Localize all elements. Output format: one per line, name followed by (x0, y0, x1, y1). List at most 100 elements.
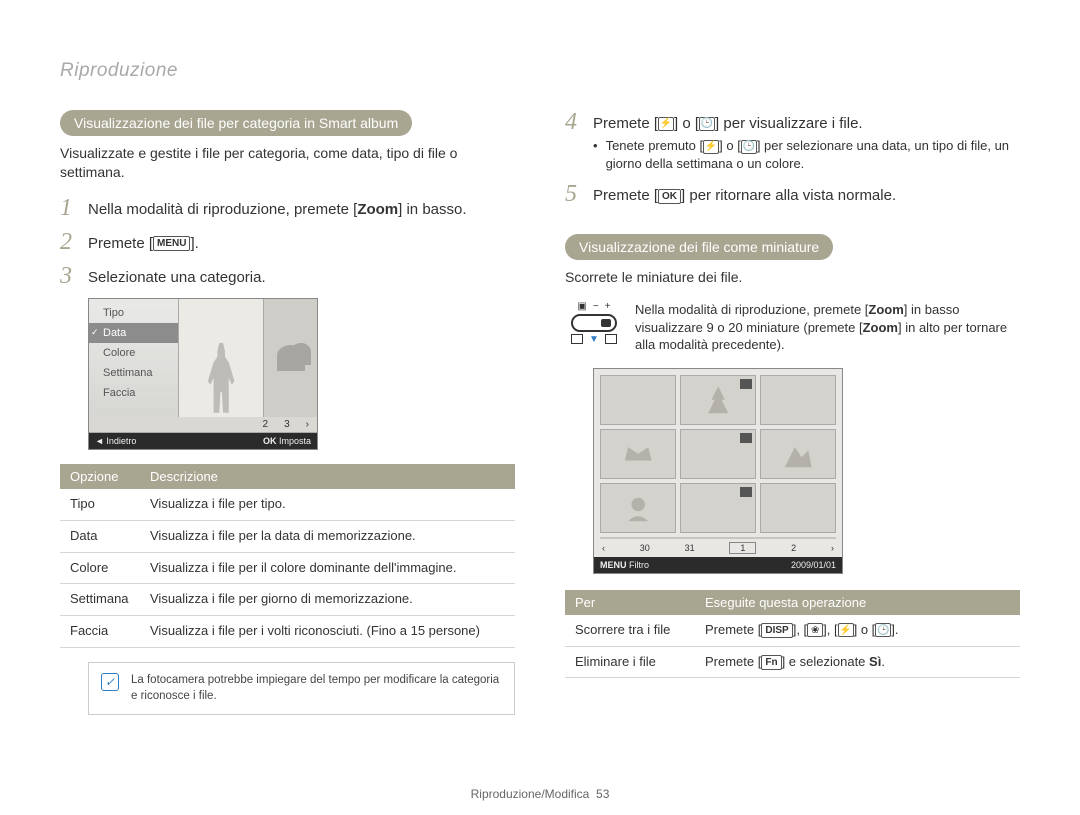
page-num: 3 (284, 419, 290, 430)
category-menu: Tipo Data Colore Settimana Faccia (89, 299, 179, 417)
zoom-control-icon: ▣−+ ▼ (565, 301, 623, 354)
table-row: Scorrere tra i file Premete [DISP], [❀],… (565, 615, 1020, 646)
fn-key: Fn (761, 655, 781, 670)
table-row: TipoVisualizza i file per tipo. (60, 489, 515, 520)
right-column: 4 Premete [⚡] o [🕒] per visualizzare i f… (565, 110, 1020, 715)
menu-key: MENU (153, 236, 190, 251)
key-zoom: Zoom (357, 201, 398, 218)
key-zoom: Zoom (868, 302, 903, 317)
key-zoom: Zoom (863, 320, 898, 335)
thumbnail-grid-screenshot: ‹ 30 31 1 2 › MENU Filtro 2009/01/01 (593, 368, 843, 574)
footer-section: Riproduzione/Modifica (471, 787, 590, 801)
video-tag-icon (740, 433, 752, 443)
timer-icon: 🕒 (741, 140, 757, 154)
day: 30 (640, 543, 650, 553)
text: Tenete premuto [ (606, 138, 704, 153)
text: ], [ (823, 622, 837, 637)
status-filter: MENU Filtro (600, 560, 649, 570)
section-pill-thumbnails: Visualizzazione dei file come miniature (565, 234, 833, 260)
page-header: Riproduzione (60, 60, 1020, 82)
step-1: 1 Nella modalità di riproduzione, premet… (60, 196, 515, 220)
thumbnail (600, 483, 676, 533)
day: 31 (685, 543, 695, 553)
thumbnail (760, 483, 836, 533)
status-date: 2009/01/01 (791, 560, 836, 570)
two-column-layout: Visualizzazione dei file per categoria i… (60, 110, 1020, 715)
text-si: Sì (869, 654, 881, 669)
thumbnail (760, 429, 836, 479)
status-set: OK Imposta (263, 436, 311, 446)
step-text: Selezionate una categoria. (88, 264, 266, 288)
text: ] o [ (719, 138, 741, 153)
next-arrow-icon: › (831, 543, 834, 553)
text: Premete [ (593, 187, 658, 204)
status-bar: ◄ Indietro OK Imposta (89, 433, 317, 449)
step-2: 2 Premete [MENU]. (60, 230, 515, 254)
step-3: 3 Selezionate una categoria. (60, 264, 515, 288)
text: ] o [ (674, 115, 699, 132)
table-row: Eliminare i file Premete [Fn] e selezion… (565, 646, 1020, 678)
text: ] o [ (854, 622, 876, 637)
text: ] in basso. (398, 201, 466, 218)
text: Premete [ (705, 622, 761, 637)
text: ] e selezionate (782, 654, 869, 669)
note-text: La fotocamera potrebbe impiegare del tem… (131, 673, 502, 704)
col-header-operation: Eseguite questa operazione (695, 590, 1020, 615)
preview-area (179, 299, 317, 417)
prev-arrow-icon: ‹ (602, 543, 605, 553)
col-header-for: Per (565, 590, 695, 615)
ok-key: OK (658, 189, 681, 204)
text: Nella modalità di riproduzione, premete … (635, 302, 868, 317)
macro-icon: ❀ (807, 623, 823, 637)
col-header-description: Descrizione (140, 464, 515, 489)
menu-item-faccia: Faccia (89, 383, 178, 403)
footer-page-number: 53 (596, 787, 609, 801)
left-column: Visualizzazione dei file per categoria i… (60, 110, 515, 715)
text: ]. (891, 622, 898, 637)
intro-text: Visualizzate e gestite i file per catego… (60, 144, 515, 182)
date-pager: ‹ 30 31 1 2 › (600, 537, 836, 557)
menu-item-data: Data (89, 323, 178, 343)
timer-icon: 🕒 (699, 117, 715, 131)
step-text: Premete [⚡] o [🕒] per visualizzare i fil… (593, 110, 1020, 172)
timer-icon: 🕒 (875, 623, 891, 637)
thumbnail (680, 483, 756, 533)
step-4: 4 Premete [⚡] o [🕒] per visualizzare i f… (565, 110, 1020, 172)
step-text: Premete [OK] per ritornare alla vista no… (593, 182, 896, 206)
thumbnail (680, 429, 756, 479)
page-footer: Riproduzione/Modifica 53 (0, 787, 1080, 801)
step-number: 4 (565, 110, 583, 172)
pager: 2 3 › (89, 417, 317, 433)
step-number: 2 (60, 230, 78, 254)
note-box: ✓ La fotocamera potrebbe impiegare del t… (88, 662, 515, 715)
table-row: ColoreVisualizza i file per il colore do… (60, 552, 515, 584)
text: Premete [ (705, 654, 761, 669)
step-text: Nella modalità di riproduzione, premete … (88, 196, 467, 220)
thumbnail (680, 375, 756, 425)
status-bar: MENU Filtro 2009/01/01 (594, 557, 842, 573)
operations-table: Per Eseguite questa operazione Scorrere … (565, 590, 1020, 679)
thumbnail (600, 375, 676, 425)
page-num: 2 (263, 419, 269, 430)
thumbnail (760, 375, 836, 425)
flash-icon: ⚡ (703, 140, 719, 154)
step-bullet: Tenete premuto [⚡] o [🕒] per selezionare… (593, 137, 1020, 172)
zoom-out-icon: ▣ (577, 301, 586, 312)
day: 2 (791, 543, 796, 553)
step-5: 5 Premete [OK] per ritornare alla vista … (565, 182, 1020, 206)
video-tag-icon (740, 487, 752, 497)
status-back: ◄ Indietro (95, 436, 136, 446)
step-text: Premete [MENU]. (88, 230, 199, 254)
step-number: 5 (565, 182, 583, 206)
category-menu-screenshot: Tipo Data Colore Settimana Faccia 2 3 › … (88, 298, 318, 450)
menu-item-settimana: Settimana (89, 363, 178, 383)
text: . (881, 654, 885, 669)
text: ] per ritornare alla vista normale. (681, 187, 896, 204)
menu-item-colore: Colore (89, 343, 178, 363)
table-row: SettimanaVisualizza i file per giorno di… (60, 584, 515, 616)
people-silhouette-icon (277, 345, 305, 371)
table-row: FacciaVisualizza i file per i volti rico… (60, 616, 515, 648)
next-arrow-icon: › (306, 419, 309, 430)
text: Premete [ (88, 235, 153, 252)
thumbnail (600, 429, 676, 479)
